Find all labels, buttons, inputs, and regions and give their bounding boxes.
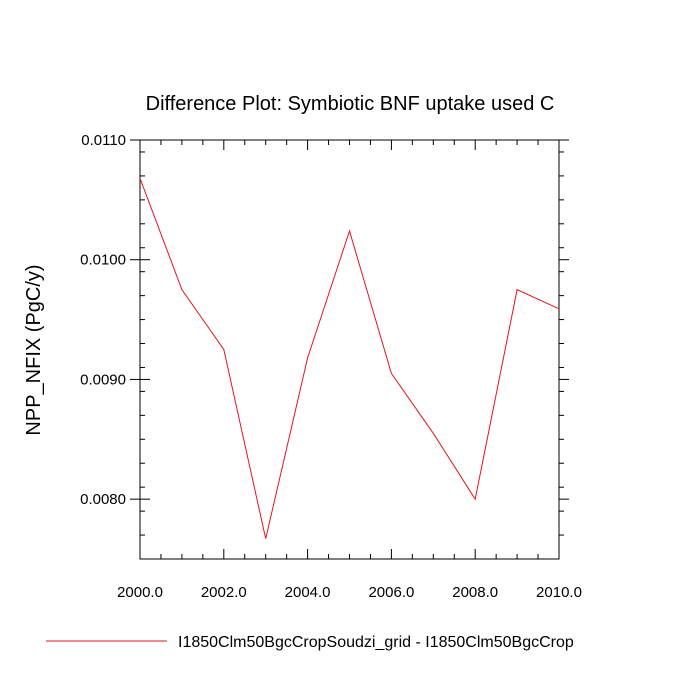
plot-frame	[139, 139, 560, 560]
x-tick-label: 2006.0	[368, 584, 414, 601]
x-tick-label: 2002.0	[201, 584, 247, 601]
y-axis-tick-labels: 0.0080 0.0090 0.0100 0.0110	[80, 132, 126, 508]
axis-ticks	[130, 139, 569, 559]
x-tick-label: 2004.0	[285, 584, 331, 601]
legend: I1850Clm50BgcCropSoudzi_grid - I1850Clm5…	[46, 634, 574, 651]
x-tick-label: 2000.0	[117, 584, 163, 601]
x-tick-label: 2010.0	[536, 584, 582, 601]
series-layer	[139, 178, 560, 539]
y-tick-label: 0.0100	[80, 252, 126, 269]
x-axis-tick-labels: 2000.0 2002.0 2004.0 2006.0 2008.0 2010.0	[117, 584, 582, 601]
y-axis-label: NPP_NFIX (PgC/y)	[23, 264, 45, 435]
y-tick-label: 0.0080	[80, 491, 126, 508]
series-line-0	[139, 178, 560, 539]
x-tick-label: 2008.0	[452, 584, 498, 601]
y-tick-label: 0.0110	[81, 132, 126, 149]
chart-title: Difference Plot: Symbiotic BNF uptake us…	[146, 93, 555, 115]
legend-entry: I1850Clm50BgcCropSoudzi_grid - I1850Clm5…	[178, 634, 574, 651]
y-tick-label: 0.0090	[80, 371, 126, 388]
